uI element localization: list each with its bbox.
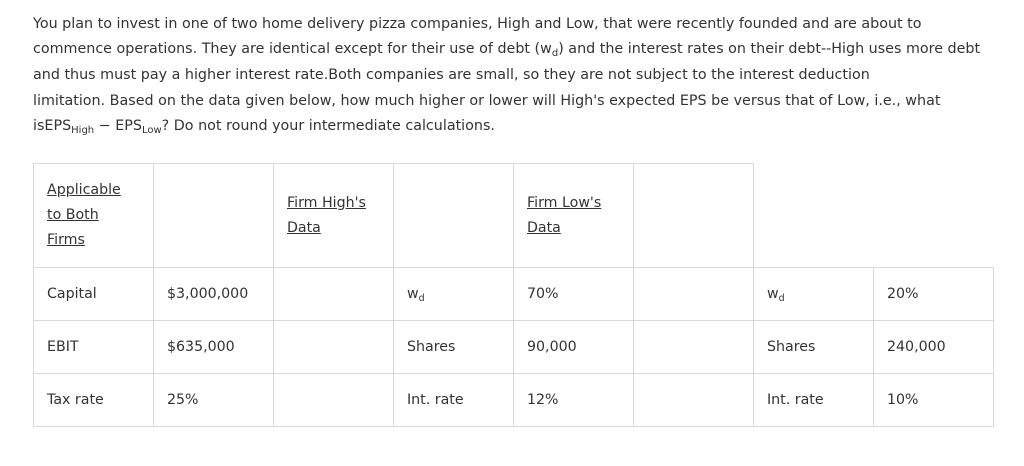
- row-label: Capital: [33, 267, 154, 321]
- row-low-label: Shares: [753, 320, 874, 374]
- question-line-2a: commence operations. They are identical …: [33, 41, 552, 58]
- row-empty: [633, 267, 754, 321]
- header-spacer-2: [874, 164, 994, 268]
- row-label: EBIT: [33, 320, 154, 374]
- header-empty-3: [633, 163, 754, 268]
- high-label-text: Shares: [407, 339, 456, 355]
- header-firm-high-text: Firm High's Data: [287, 191, 366, 241]
- header-empty-1: [153, 163, 274, 268]
- header-firm-low: Firm Low's Data: [513, 163, 634, 268]
- row-low-value: 240,000: [873, 320, 994, 374]
- high-label-text: Int. rate: [407, 392, 464, 408]
- question-line-5a: isEPS: [33, 117, 72, 134]
- row-low-value: 20%: [873, 267, 994, 321]
- row-high-label: wd: [393, 267, 514, 321]
- row-value: 25%: [153, 373, 274, 427]
- header-high-line-1: Firm High's: [287, 194, 366, 211]
- row-low-label: Int. rate: [753, 373, 874, 427]
- header-both-firms-text: Applicable to Both Firms: [47, 178, 121, 253]
- question-line-5b: − EPS: [94, 117, 142, 134]
- question-line-1: You plan to invest in one of two home de…: [33, 16, 922, 32]
- row-label: Tax rate: [33, 373, 154, 427]
- table-row: Capital $3,000,000 wd 70% wd 20%: [33, 267, 994, 321]
- question-line-4: limitation. Based on the data given belo…: [33, 92, 941, 109]
- header-firm-low-text: Firm Low's Data: [527, 191, 601, 241]
- question-line-3: and thus must pay a higher interest rate…: [33, 67, 870, 84]
- table-row: EBIT $635,000 Shares 90,000 Shares 240,0…: [33, 320, 994, 374]
- row-empty: [273, 267, 394, 321]
- row-high-label: Shares: [393, 320, 514, 374]
- row-value: $635,000: [153, 320, 274, 374]
- data-table: Applicable to Both Firms Firm High's Dat…: [33, 163, 994, 427]
- row-empty: [633, 373, 754, 427]
- low-label-text: w: [767, 286, 779, 302]
- header-both-line-3: Firms: [47, 232, 85, 248]
- low-label-text: Int. rate: [767, 392, 824, 408]
- row-low-label: wd: [753, 267, 874, 321]
- row-high-value: 90,000: [513, 320, 634, 374]
- row-empty: [633, 320, 754, 374]
- header-low-line-2: Data: [527, 219, 561, 236]
- high-label-text: w: [407, 286, 419, 302]
- row-high-label: Int. rate: [393, 373, 514, 427]
- table-header-row: Applicable to Both Firms Firm High's Dat…: [33, 163, 994, 268]
- row-empty: [273, 320, 394, 374]
- header-low-line-1: Firm Low's: [527, 194, 602, 211]
- question-text: You plan to invest in one of two home de…: [33, 12, 998, 140]
- question-line-2b: ) and the interest rates on their debt--…: [558, 41, 981, 58]
- row-high-value: 70%: [513, 267, 634, 321]
- row-empty: [273, 373, 394, 427]
- header-both-line-1: Applicable: [47, 182, 121, 198]
- row-high-value: 12%: [513, 373, 634, 427]
- table-row: Tax rate 25% Int. rate 12% Int. rate 10%: [33, 373, 994, 427]
- question-line-5-sub-high: High: [71, 124, 95, 136]
- question-line-2-sub: d: [551, 48, 559, 60]
- question-line-5-sub-low: Low: [141, 124, 162, 136]
- high-label-sub: d: [418, 293, 425, 304]
- row-value: $3,000,000: [153, 267, 274, 321]
- question-line-5c: ? Do not round your intermediate calcula…: [161, 117, 495, 134]
- header-empty-2: [393, 163, 514, 268]
- header-firm-high: Firm High's Data: [273, 163, 394, 268]
- header-both-line-2: to Both: [47, 207, 99, 223]
- header-both-firms: Applicable to Both Firms: [33, 163, 154, 268]
- row-low-value: 10%: [873, 373, 994, 427]
- low-label-sub: d: [778, 293, 785, 304]
- header-high-line-2: Data: [287, 219, 321, 236]
- low-label-text: Shares: [767, 339, 816, 355]
- header-spacer-1: [754, 164, 874, 268]
